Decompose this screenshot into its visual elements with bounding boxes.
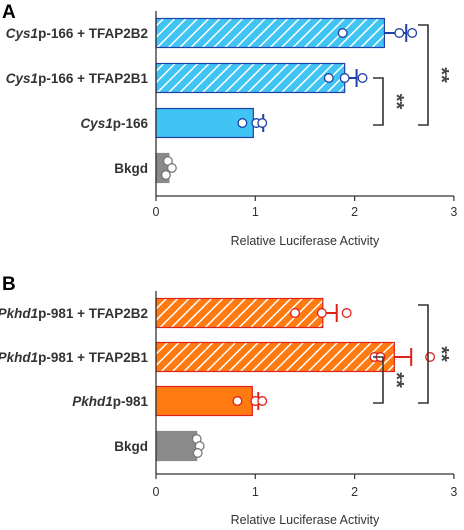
data-point	[192, 448, 203, 458]
x-tick-label: 2	[351, 205, 358, 219]
significance-bracket	[373, 77, 384, 126]
data-point	[257, 396, 268, 406]
significance-bracket	[418, 24, 429, 126]
bar	[155, 430, 198, 462]
significance-label: **	[430, 67, 452, 83]
category-label-suffix: p-981 + TFAP2B2	[38, 306, 148, 321]
category-label-gene: Cys1	[6, 71, 38, 86]
category-label: Pkhd1p-981 + TFAP2B2	[0, 306, 148, 321]
category-label: Bkgd	[114, 439, 148, 454]
panel-label: A	[2, 2, 16, 23]
x-tick-label: 3	[450, 205, 457, 219]
x-tick-label: 3	[450, 485, 457, 499]
category-label-gene: Pkhd1	[0, 306, 38, 321]
data-point	[339, 73, 350, 83]
significance-label: **	[385, 94, 407, 110]
category-label-suffix: p-166 + TFAP2B2	[38, 26, 148, 41]
x-tick-label: 1	[252, 205, 259, 219]
category-label-suffix: p-981	[113, 394, 149, 409]
data-point	[407, 28, 418, 38]
data-point	[323, 73, 334, 83]
data-point	[257, 118, 268, 128]
data-point	[232, 396, 243, 406]
x-axis-title: Relative Luciferase Activity	[231, 513, 380, 527]
bar	[155, 62, 346, 94]
bar	[155, 17, 385, 49]
category-label: Bkgd	[114, 161, 148, 176]
category-label: Cys1p-166 + TFAP2B2	[6, 26, 148, 41]
category-label-suffix: Bkgd	[114, 439, 148, 454]
data-point	[237, 118, 248, 128]
data-point	[394, 28, 405, 38]
x-tick-label: 2	[351, 485, 358, 499]
data-point	[290, 308, 300, 318]
category-label-gene: Cys1	[6, 26, 38, 41]
x-tick-label: 1	[252, 485, 259, 499]
category-label: Pkhd1p-981	[72, 394, 148, 409]
data-point	[337, 28, 348, 38]
significance-label: **	[385, 372, 407, 388]
data-point	[357, 73, 368, 83]
category-label: Cys1p-166 + TFAP2B1	[6, 71, 149, 86]
x-tick-label: 0	[153, 485, 160, 499]
panel-label: B	[2, 274, 16, 295]
category-label: Pkhd1p-981 + TFAP2B1	[0, 350, 148, 365]
category-label-gene: Cys1	[80, 116, 112, 131]
significance-bracket	[418, 304, 429, 404]
significance-bracket	[373, 356, 384, 404]
data-point	[166, 163, 177, 173]
significance-label: **	[430, 346, 452, 362]
bar	[155, 341, 395, 373]
x-axis-title: Relative Luciferase Activity	[231, 234, 380, 248]
category-label-gene: Pkhd1	[0, 350, 38, 365]
category-label-suffix: p-166	[113, 116, 149, 131]
data-point	[341, 308, 352, 318]
category-label-suffix: p-981 + TFAP2B1	[38, 350, 148, 365]
data-point	[316, 308, 327, 318]
bar	[155, 107, 254, 139]
category-label-suffix: p-166 + TFAP2B1	[38, 71, 148, 86]
category-label: Cys1p-166	[80, 116, 148, 131]
category-label-gene: Pkhd1	[72, 394, 113, 409]
category-label-suffix: Bkgd	[114, 161, 148, 176]
x-tick-label: 0	[153, 205, 160, 219]
data-point	[160, 170, 171, 180]
